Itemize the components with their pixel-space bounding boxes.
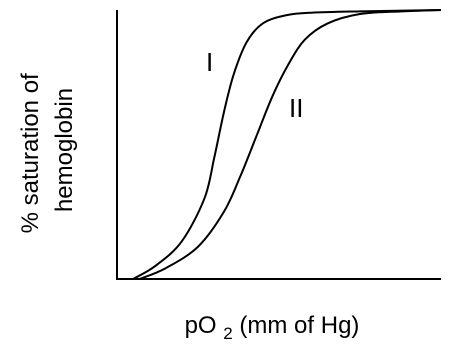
x-axis-label: pO 2 (mm of Hg) [185,312,360,345]
curves-layer [133,10,441,279]
series-line-i [133,10,441,279]
y-axis-label-line2: hemoglobin [51,88,78,212]
x-axis-label-subscript: 2 [223,324,232,343]
y-axis-label: % saturation of hemoglobin [17,67,78,234]
x-axis-label-prefix: pO [185,312,217,339]
series-label-ii: II [289,93,303,123]
series-label-i: I [206,47,213,77]
y-axis-label-line1: % saturation of [17,73,44,233]
x-axis-label-suffix: (mm of Hg) [239,312,359,339]
